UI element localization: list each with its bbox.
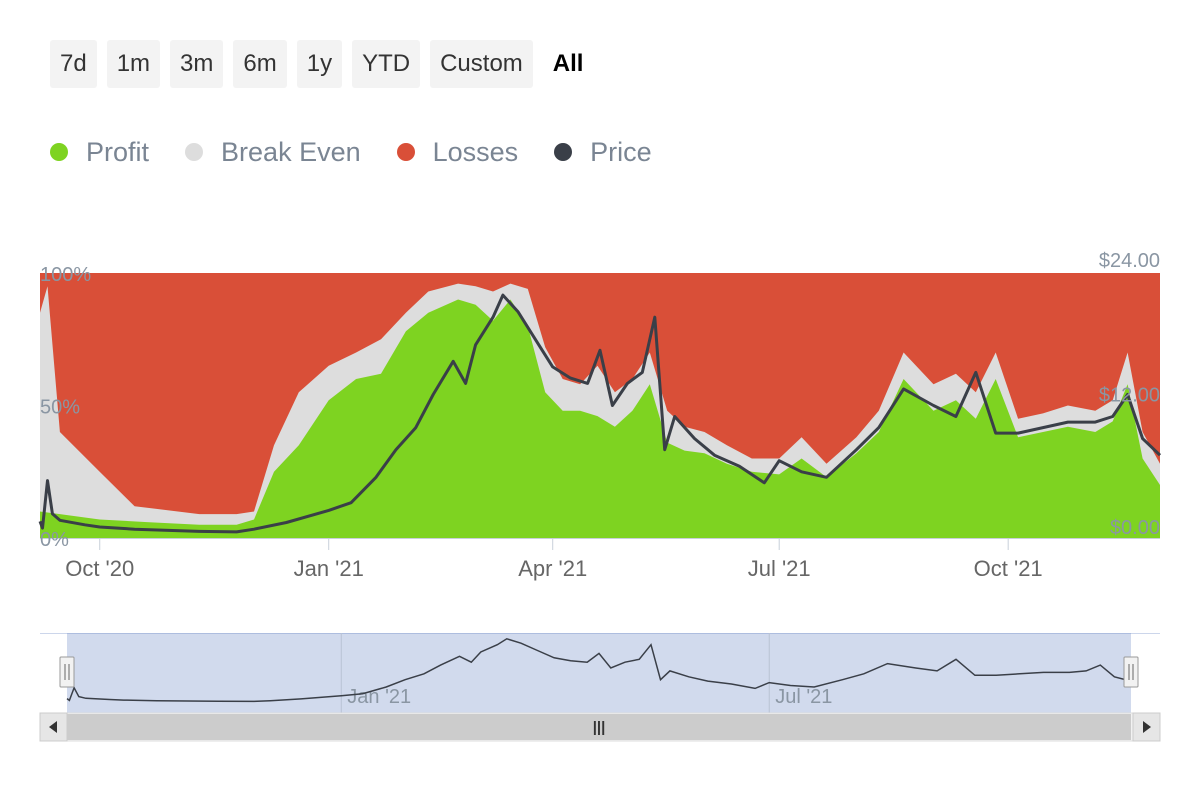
y-left-tick-label: 100% — [40, 264, 91, 286]
range-button-custom[interactable]: Custom — [430, 40, 533, 88]
y-right-tick-label: $12.00 — [1099, 385, 1160, 407]
plot-area — [38, 273, 1162, 538]
legend-item-losses[interactable]: Losses — [396, 136, 519, 168]
legend-item-price[interactable]: Price — [554, 137, 652, 168]
range-button-3m[interactable]: 3m — [170, 40, 224, 88]
navigator-handle-right[interactable] — [1123, 656, 1139, 688]
x-tick-label: Oct '21 — [974, 556, 1043, 581]
navigator-label: Jul '21 — [775, 686, 832, 708]
range-button-1y[interactable]: 1y — [296, 40, 343, 88]
y-left-tick-label: 0% — [40, 529, 69, 551]
x-tick-label: Oct '20 — [65, 556, 134, 581]
series-price-line — [38, 293, 1162, 534]
navigator-selection[interactable] — [67, 633, 1131, 713]
y-right-tick-label: $0.00 — [1110, 517, 1160, 539]
range-button-ytd[interactable]: YTD — [352, 40, 421, 88]
x-axis: Oct '20 Jan '21 Apr '21 Jul '21 Oct '21 — [40, 538, 1160, 581]
legend-label: Profit — [86, 136, 150, 167]
y-axis-left: 0% 50% 100% — [40, 264, 91, 551]
navigator-label: Jan '21 — [347, 686, 411, 708]
range-button-1m[interactable]: 1m — [106, 40, 161, 88]
navigator-series-line — [66, 637, 1132, 703]
handle-body[interactable] — [1123, 656, 1139, 688]
scrollbar-grip-icon: ||| — [593, 719, 606, 736]
legend-marker-icon — [50, 143, 68, 161]
legend-marker-icon — [554, 143, 573, 161]
legend-item-break-even[interactable]: Break Even — [185, 137, 361, 168]
legend-marker-icon — [185, 143, 204, 161]
navigator[interactable]: Jan '21 Jul '21 ||| — [39, 633, 1161, 742]
range-button-all[interactable]: All — [552, 50, 584, 77]
navigator-handle-left[interactable] — [59, 656, 75, 688]
chart-legend: Profit Break Even Losses Price — [50, 132, 652, 172]
handle-body[interactable] — [59, 656, 75, 688]
y-right-tick-label: $24.00 — [1099, 250, 1160, 272]
x-tick-label: Jan '21 — [294, 556, 364, 581]
arrow-right-icon — [1143, 721, 1151, 733]
y-axis-right: $0.00 $12.00 $24.00 — [1099, 250, 1160, 539]
arrow-left-icon — [49, 721, 57, 733]
range-button-7d[interactable]: 7d — [50, 40, 97, 88]
x-tick-label: Jul '21 — [748, 556, 811, 581]
y-left-tick-label: 50% — [40, 397, 80, 419]
range-button-6m[interactable]: 6m — [233, 40, 287, 88]
legend-label: Break Even — [221, 136, 361, 167]
scrollbar-thumb[interactable] — [67, 714, 1131, 740]
legend-item-profit[interactable]: Profit — [50, 137, 149, 168]
x-tick-label: Apr '21 — [518, 556, 587, 581]
series-profit-area — [40, 299, 1160, 538]
legend-label: Losses — [432, 136, 519, 167]
range-selector: 7d 1m 3m 6m 1y YTD Custom All — [50, 40, 593, 88]
legend-label: Price — [590, 136, 652, 167]
legend-marker-icon — [396, 143, 415, 161]
